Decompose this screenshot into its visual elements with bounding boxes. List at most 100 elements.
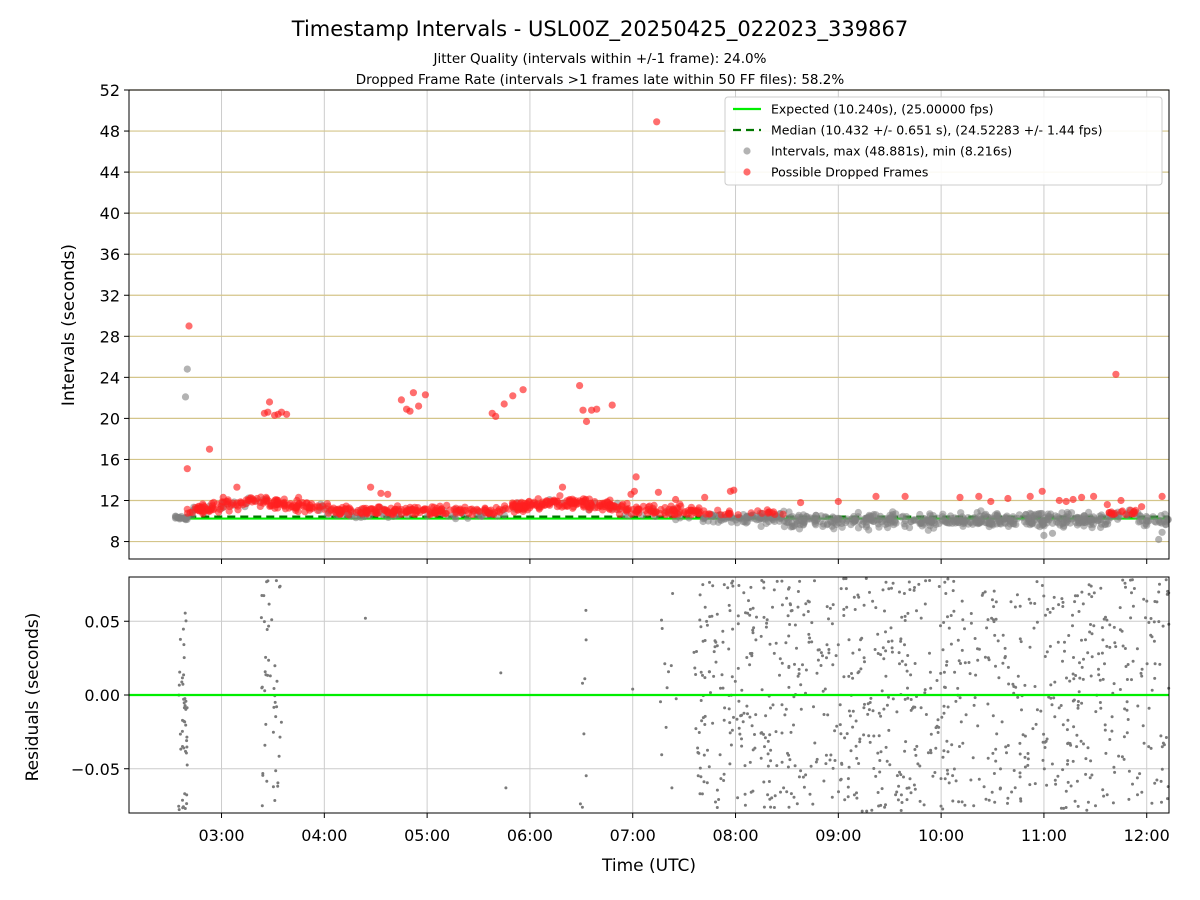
residual-point [868,701,872,704]
dropped-frame-point [632,503,641,511]
residual-point [185,706,189,710]
residual-point [939,624,942,628]
residual-point [1006,801,1009,805]
residual-point [787,805,791,809]
residual-point [952,609,956,613]
interval-point [1049,519,1057,527]
residual-point [1121,644,1125,648]
residual-point [837,790,840,794]
residual-point [828,606,832,610]
residual-point [980,593,984,597]
residual-point [1123,581,1127,585]
residual-point [715,644,719,648]
residual-point [1145,599,1149,603]
interval-point [942,518,950,526]
dropped-frame-outlier-point [185,322,193,330]
residual-point [715,788,719,792]
residual-point [941,807,945,811]
residual-point [912,588,916,592]
residual-point [900,801,904,804]
residual-point [1076,804,1080,808]
dropped-frame-point [515,503,523,511]
residual-point [903,614,907,618]
interval-point [1104,517,1112,525]
residual-point [1054,782,1058,786]
dropped-frame-point [214,508,223,516]
intervals-y-tick-label: 52 [100,81,120,100]
chart-subtitle-dropped: Dropped Frame Rate (intervals >1 frames … [356,72,845,88]
residual-point [1005,751,1008,755]
residual-point [787,634,791,638]
residual-point [843,798,847,802]
dropped-frame-point [225,507,233,515]
dropped-frame-point [494,507,502,515]
residual-point [917,582,921,586]
residual-point [267,602,271,606]
residual-point [867,734,871,738]
residual-point [759,756,763,760]
residual-point [1084,772,1088,776]
residual-point [943,685,946,689]
residual-point [1157,590,1161,594]
intervals-frame [128,89,1170,560]
residuals-y-tick-label: 0.00 [84,686,120,705]
residual-point [1028,645,1032,649]
residual-point [940,715,944,719]
residual-point [660,627,664,630]
residual-point [819,651,823,655]
residual-point [825,605,829,609]
residual-point [667,670,670,674]
dropped-frame-point [438,505,446,513]
residual-point [888,763,892,767]
intervals-y-tick-label: 12 [100,492,120,511]
residual-point [986,618,990,622]
residual-point [1129,616,1133,620]
residual-point [730,675,734,679]
residual-point [795,646,798,650]
residual-point [942,621,946,624]
residual-point [670,786,674,790]
dropped-frame-point [256,502,264,510]
residual-point [964,713,968,717]
residual-point [732,715,735,719]
residual-point [802,613,806,617]
residual-point [1150,801,1154,805]
residual-point [890,639,894,643]
intervals-axes-frame [128,89,1170,560]
residual-point [769,748,773,752]
residual-point [976,658,980,662]
residual-point [905,669,909,673]
residual-point [1071,699,1075,703]
residual-point [696,751,700,754]
residual-point [913,787,917,791]
residual-point [1117,754,1121,758]
residual-point [1147,745,1151,749]
dropped-frame-point [541,501,549,509]
residual-point [994,664,997,668]
residual-point [1122,757,1126,761]
residual-point [1144,616,1147,620]
residual-point [1105,618,1109,622]
residual-point [750,654,754,658]
residual-point [184,723,188,727]
residual-point [182,697,186,701]
residual-point [185,739,189,743]
residual-point [1076,700,1080,703]
interval-point [1164,516,1172,524]
residual-point [838,723,842,727]
residual-point [911,706,914,710]
residual-point [278,735,282,739]
residual-point [796,674,800,678]
residual-point [1141,724,1145,728]
residual-point [267,624,271,628]
residual-point [881,588,885,592]
residual-point [943,777,947,781]
residual-point [1157,620,1161,624]
dropped-frame-point [414,504,422,512]
residual-point [708,580,711,584]
residual-point [842,577,846,581]
residual-point [1003,655,1007,658]
residual-point [271,785,275,789]
dropped-frame-outlier-point [367,483,375,491]
residual-point [721,629,725,633]
